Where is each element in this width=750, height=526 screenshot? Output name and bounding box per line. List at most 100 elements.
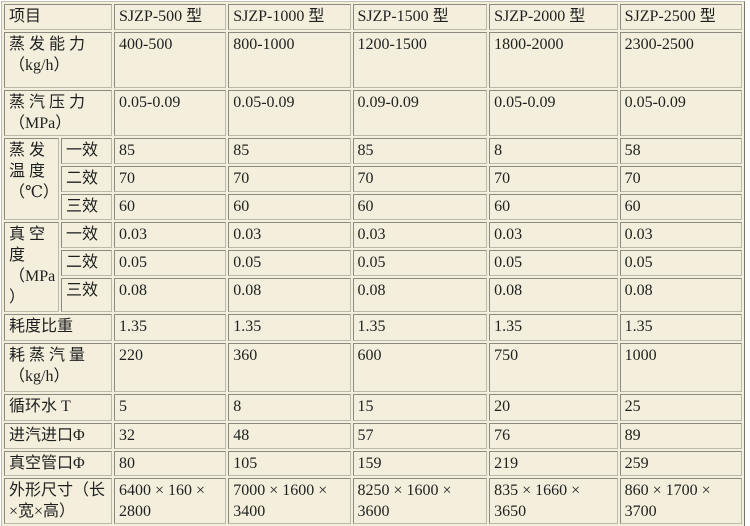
value-cell: 60 xyxy=(352,194,488,220)
value-cell: 5 xyxy=(114,394,227,421)
row-label: 耗度比重 xyxy=(4,314,113,341)
row-label: 循环水 T xyxy=(4,394,113,421)
value-cell: 25 xyxy=(619,394,742,421)
value-cell: 60 xyxy=(619,194,742,220)
value-cell: 2300-2500 xyxy=(619,32,742,88)
value-cell: 750 xyxy=(489,343,618,392)
value-cell: 85 xyxy=(228,138,351,164)
table-row-steam-consumption: 耗 蒸 汽 量（kg/h） 220 360 600 750 1000 xyxy=(4,343,742,392)
value-cell: 220 xyxy=(114,343,227,392)
table-row-vacuum-2: 二效 0.05 0.05 0.05 0.05 0.05 xyxy=(4,250,742,276)
table-row-vacuum-pipe: 真空管口Φ 80 105 159 219 259 xyxy=(4,451,742,476)
row-label: 蒸 发 能 力（kg/h） xyxy=(4,32,113,88)
value-cell: 57 xyxy=(352,423,488,449)
value-cell: 0.09-0.09 xyxy=(352,90,488,136)
header-model-sjzp2500: SJZP-2500 型 xyxy=(619,4,742,30)
group-label-vacuum: 真 空 度（MPa） xyxy=(4,222,60,312)
value-cell: 70 xyxy=(114,166,227,192)
row-label: 蒸 汽 压 力（MPa） xyxy=(4,90,113,136)
value-cell: 85 xyxy=(352,138,488,164)
value-cell: 6400 × 160 × 2800 xyxy=(114,478,227,524)
value-cell: 105 xyxy=(228,451,351,476)
value-cell: 400-500 xyxy=(114,32,227,88)
value-cell: 7000 × 1600 × 3400 xyxy=(228,478,351,524)
effect-label: 三效 xyxy=(61,194,113,220)
value-cell: 0.05 xyxy=(114,250,227,276)
value-cell: 1.35 xyxy=(489,314,618,341)
value-cell: 0.05-0.09 xyxy=(228,90,351,136)
value-cell: 0.05-0.09 xyxy=(114,90,227,136)
value-cell: 1000 xyxy=(619,343,742,392)
value-cell: 0.03 xyxy=(619,222,742,248)
value-cell: 20 xyxy=(489,394,618,421)
value-cell: 0.05 xyxy=(619,250,742,276)
value-cell: 60 xyxy=(489,194,618,220)
group-label-evap-temp: 蒸 发 温 度（℃） xyxy=(4,138,60,220)
value-cell: 32 xyxy=(114,423,227,449)
value-cell: 1.35 xyxy=(114,314,227,341)
value-cell: 0.08 xyxy=(114,278,227,312)
effect-label: 二效 xyxy=(61,166,113,192)
value-cell: 0.05 xyxy=(228,250,351,276)
header-model-sjzp500: SJZP-500 型 xyxy=(114,4,227,30)
header-model-sjzp1500: SJZP-1500 型 xyxy=(352,4,488,30)
row-label: 真空管口Φ xyxy=(4,451,113,476)
value-cell: 360 xyxy=(228,343,351,392)
value-cell: 0.08 xyxy=(352,278,488,312)
table-row-vacuum-1: 真 空 度（MPa） 一效 0.03 0.03 0.03 0.03 0.03 xyxy=(4,222,742,312)
value-cell: 0.03 xyxy=(352,222,488,248)
row-label: 外形尺寸（长×宽×高） xyxy=(4,478,113,524)
value-cell: 1200-1500 xyxy=(352,32,488,88)
value-cell: 1.35 xyxy=(228,314,351,341)
value-cell: 48 xyxy=(228,423,351,449)
value-cell: 0.03 xyxy=(489,222,618,248)
value-cell: 0.08 xyxy=(228,278,351,312)
value-cell: 0.03 xyxy=(228,222,351,248)
row-label: 耗 蒸 汽 量（kg/h） xyxy=(4,343,113,392)
table-row-evap-temp-1: 蒸 发 温 度（℃） 一效 85 85 85 8 58 xyxy=(4,138,742,220)
value-cell: 800-1000 xyxy=(228,32,351,88)
value-cell: 70 xyxy=(352,166,488,192)
value-cell: 1800-2000 xyxy=(489,32,618,88)
value-cell: 80 xyxy=(114,451,227,476)
value-cell: 1.35 xyxy=(352,314,488,341)
value-cell: 159 xyxy=(352,451,488,476)
table-row-evap-temp-3: 三效 60 60 60 60 60 xyxy=(4,194,742,220)
table-row-consumption-ratio: 耗度比重 1.35 1.35 1.35 1.35 1.35 xyxy=(4,314,742,341)
value-cell: 8250 × 1600 × 3600 xyxy=(352,478,488,524)
value-cell: 0.05 xyxy=(489,250,618,276)
value-cell: 60 xyxy=(114,194,227,220)
value-cell: 259 xyxy=(619,451,742,476)
value-cell: 835 × 1660 × 3650 xyxy=(489,478,618,524)
table-row-capacity: 蒸 发 能 力（kg/h） 400-500 800-1000 1200-1500… xyxy=(4,32,742,88)
value-cell: 219 xyxy=(489,451,618,476)
value-cell: 89 xyxy=(619,423,742,449)
effect-label: 三效 xyxy=(61,278,113,312)
value-cell: 0.05-0.09 xyxy=(619,90,742,136)
value-cell: 76 xyxy=(489,423,618,449)
value-cell: 8 xyxy=(228,394,351,421)
effect-label: 二效 xyxy=(61,250,113,276)
table-row-header: 项目 SJZP-500 型 SJZP-1000 型 SJZP-1500 型 SJ… xyxy=(4,4,742,30)
effect-label: 一效 xyxy=(61,222,113,248)
header-model-sjzp2000: SJZP-2000 型 xyxy=(489,4,618,30)
value-cell: 860 × 1700 × 3700 xyxy=(619,478,742,524)
value-cell: 8 xyxy=(489,138,618,164)
table-row-steam-pressure: 蒸 汽 压 力（MPa） 0.05-0.09 0.05-0.09 0.09-0.… xyxy=(4,90,742,136)
table-row-steam-inlet: 进汽进口Φ 32 48 57 76 89 xyxy=(4,423,742,449)
value-cell: 85 xyxy=(114,138,227,164)
header-item-label: 项目 xyxy=(4,4,113,30)
table-row-evap-temp-2: 二效 70 70 70 70 70 xyxy=(4,166,742,192)
table-row-vacuum-3: 三效 0.08 0.08 0.08 0.08 0.08 xyxy=(4,278,742,312)
value-cell: 0.03 xyxy=(114,222,227,248)
value-cell: 1.35 xyxy=(619,314,742,341)
table-row-circulating-water: 循环水 T 5 8 15 20 25 xyxy=(4,394,742,421)
value-cell: 70 xyxy=(619,166,742,192)
value-cell: 58 xyxy=(619,138,742,164)
value-cell: 0.08 xyxy=(619,278,742,312)
value-cell: 70 xyxy=(228,166,351,192)
value-cell: 0.05 xyxy=(352,250,488,276)
effect-label: 一效 xyxy=(61,138,113,164)
